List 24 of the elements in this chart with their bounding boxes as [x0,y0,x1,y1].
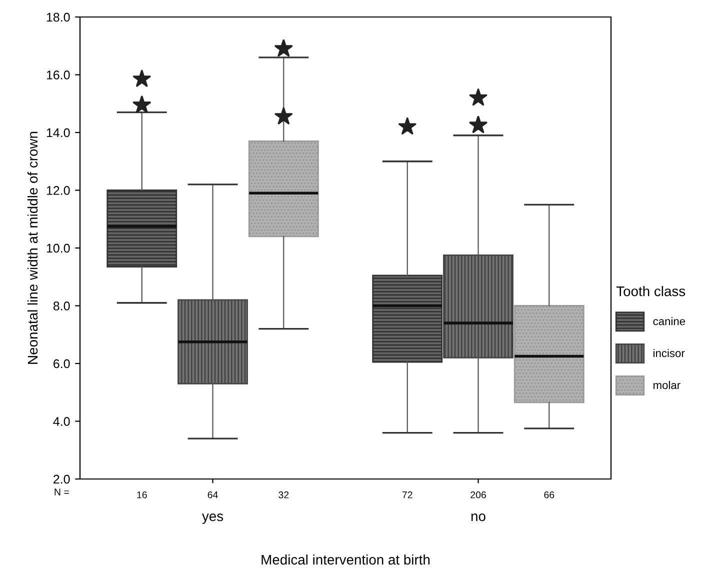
legend-label: molar [654,380,680,390]
legend-label: incisor [654,348,685,358]
x-axis-title: Medical intervention at birth [262,554,430,565]
text: 206 [470,491,486,498]
y-tick-label: 16.0 [46,70,70,80]
y-axis-title: Neonatal line width at middle of crown [27,132,38,364]
y-tick-label: 2.0 [54,474,70,484]
legend-label: canine [653,317,686,326]
y-tick-label: 10.0 [46,244,70,253]
x-tick-label: no [471,514,486,522]
text: 72 [402,491,412,498]
y-tick-label: 8.0 [53,302,70,310]
text: 16 [137,491,147,498]
y-tick-label: 6.0 [54,359,70,368]
text: 64 [208,491,218,498]
text: 66 [544,491,554,498]
y-tick-label: 4.0 [53,417,70,426]
y-tick-label: 18.0 [46,12,70,22]
x-tick-label: yes [202,514,224,524]
legend-title: Tooth class [616,286,686,296]
y-tick-label: 12.0 [46,186,70,195]
y-tick-label: 14.0 [46,128,70,138]
text: 32 [278,491,289,498]
text: N = [54,488,69,496]
